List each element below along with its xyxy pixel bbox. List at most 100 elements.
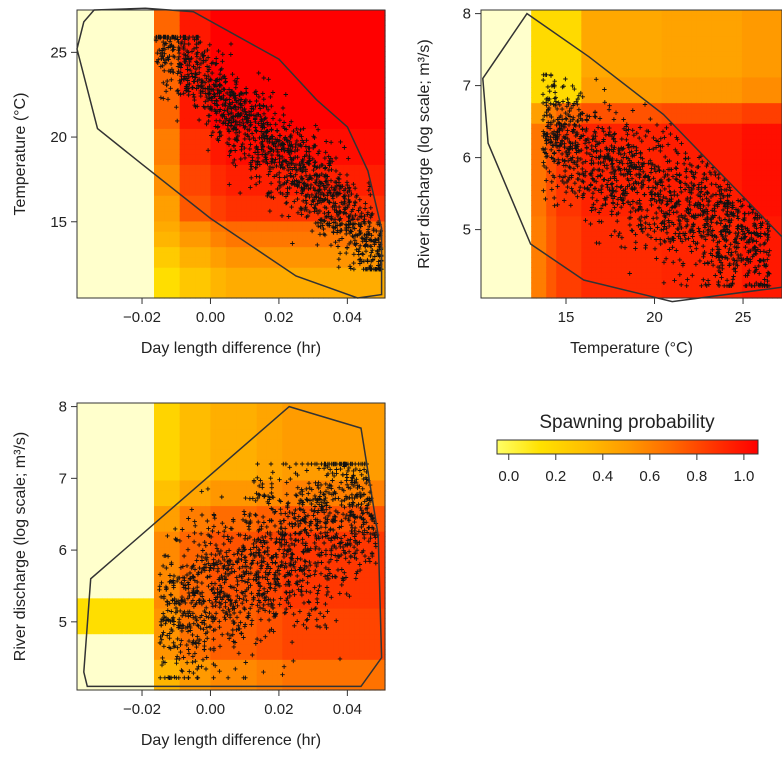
heat-cell — [154, 82, 160, 88]
heat-cell — [231, 256, 237, 263]
heat-cell — [169, 262, 176, 268]
heat-cell — [323, 15, 330, 21]
heat-cell — [133, 179, 140, 186]
heat-cell — [195, 179, 201, 186]
heat-cell — [195, 200, 201, 207]
heat-cell — [287, 220, 294, 227]
heat-cell — [302, 256, 309, 263]
heat-cell — [87, 220, 93, 227]
observation-point — [261, 111, 267, 116]
heat-cell — [491, 246, 497, 253]
heat-cell — [102, 205, 109, 212]
heat-cell — [97, 251, 104, 258]
heat-cell — [349, 246, 355, 253]
heat-cell — [107, 15, 114, 21]
heat-cell — [174, 251, 181, 258]
heat-cell — [241, 30, 247, 37]
heat-cell — [354, 102, 360, 109]
heat-cell — [481, 210, 487, 217]
heat-cell — [302, 25, 309, 32]
heat-cell — [374, 118, 381, 124]
heat-cell — [138, 231, 145, 237]
heat-cell — [287, 236, 294, 243]
heat-cell — [313, 30, 319, 37]
heat-cell — [189, 205, 196, 212]
heat-cell — [102, 262, 109, 268]
heat-cell — [369, 92, 376, 99]
heat-cell — [179, 241, 186, 248]
heat-cell — [364, 246, 371, 253]
heat-cell — [328, 143, 335, 150]
heat-cell — [112, 287, 119, 294]
heat-cell — [272, 92, 278, 99]
heat-cell — [133, 148, 140, 155]
heat-cell — [138, 82, 145, 88]
heat-cell — [164, 236, 170, 243]
heat-cell — [349, 123, 355, 129]
heat-cell — [174, 20, 181, 27]
heat-cell — [164, 159, 170, 165]
heat-cell — [379, 256, 386, 263]
heat-cell — [282, 20, 289, 27]
heat-cell — [313, 118, 319, 124]
heat-cell — [379, 20, 386, 27]
heat-cell — [118, 195, 124, 201]
heat-cell — [354, 133, 360, 140]
heat-cell — [184, 272, 191, 279]
heat-cell — [486, 97, 492, 104]
heat-cell — [374, 128, 381, 135]
observation-point — [286, 214, 291, 219]
heat-cell — [220, 76, 227, 83]
heat-cell — [159, 76, 165, 83]
heat-cell — [246, 61, 253, 68]
heat-cell — [236, 220, 242, 227]
heat-cell — [174, 102, 181, 109]
heat-cell — [205, 241, 212, 248]
heat-cell — [313, 138, 319, 145]
heat-cell — [107, 282, 114, 289]
heat-cell — [143, 97, 150, 104]
heat-cell — [364, 66, 371, 73]
heat-cell — [349, 118, 355, 124]
heat-cell — [481, 30, 487, 37]
heat-cell — [277, 277, 283, 284]
heat-cell — [297, 56, 304, 63]
heat-cell — [92, 97, 99, 104]
heat-cell — [210, 66, 217, 73]
heat-cell — [148, 15, 155, 21]
heat-cell — [486, 56, 492, 63]
heat-cell — [292, 15, 299, 21]
heat-cell — [364, 118, 371, 124]
heat-cell — [359, 148, 366, 155]
heat-cell — [169, 246, 176, 253]
heat-cell — [82, 46, 88, 52]
heat-cell — [231, 128, 237, 135]
heat-cell — [169, 154, 176, 160]
heat-cell — [179, 107, 186, 114]
heat-cell — [379, 231, 386, 237]
heat-cell — [159, 133, 165, 140]
heat-cell — [231, 133, 237, 140]
heat-cell — [287, 272, 294, 279]
heat-cell — [323, 154, 330, 160]
heat-cell — [143, 128, 150, 135]
heat-cell — [374, 66, 381, 73]
heat-cell — [236, 25, 242, 32]
heat-cell — [195, 148, 201, 155]
heat-cell — [215, 267, 222, 273]
heat-cell — [112, 20, 119, 27]
heat-cell — [87, 92, 93, 99]
heat-cell — [486, 246, 492, 253]
heat-cell — [77, 251, 83, 258]
heat-cell — [251, 82, 258, 88]
heat-cell — [241, 215, 247, 222]
heat-cell — [195, 159, 201, 165]
heat-cell — [133, 20, 140, 27]
heat-cell — [297, 97, 304, 104]
heat-cell — [292, 179, 299, 186]
heat-cell — [143, 246, 150, 253]
heat-cell — [349, 61, 355, 68]
heat-cell — [215, 174, 222, 181]
heat-cell — [292, 56, 299, 63]
heat-cell — [97, 40, 104, 47]
